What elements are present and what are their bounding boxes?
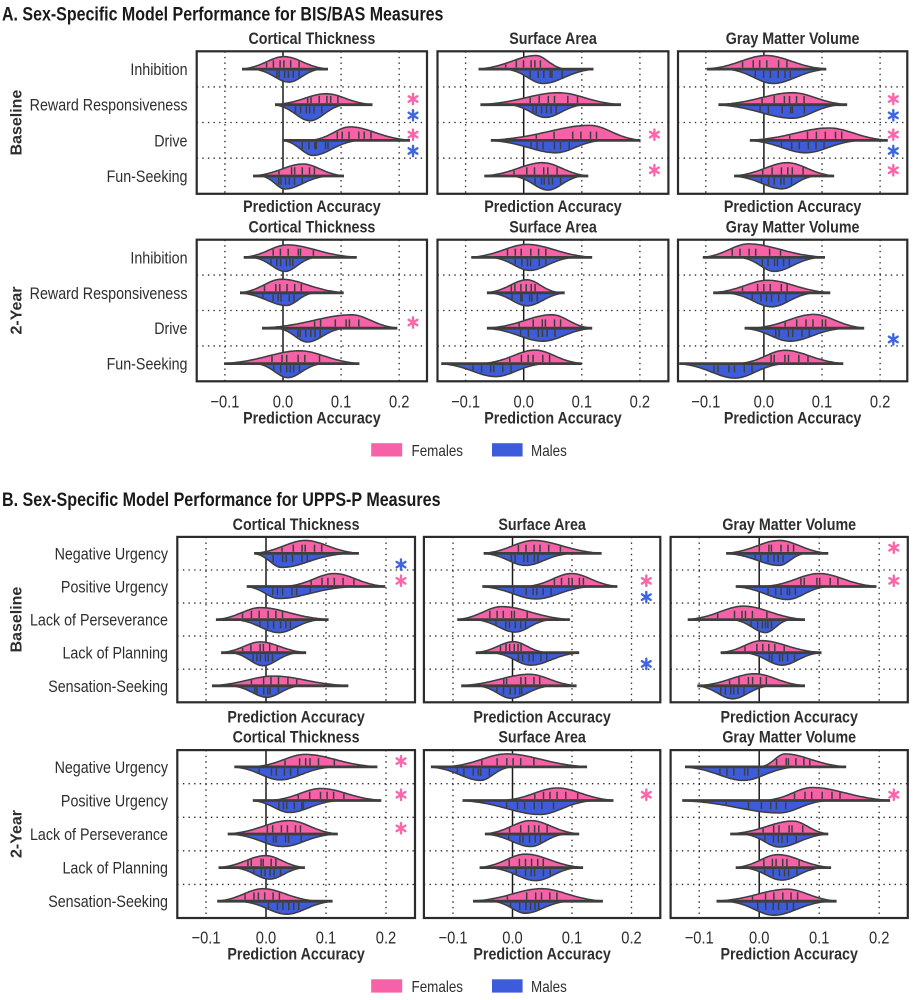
svg-text:Males: Males [531, 979, 567, 996]
svg-text:Lack of Perseverance: Lack of Perseverance [30, 612, 168, 630]
svg-text:Prediction Accuracy: Prediction Accuracy [724, 409, 862, 427]
svg-text:Females: Females [412, 443, 464, 460]
svg-text:0.0: 0.0 [502, 928, 522, 947]
svg-text:0.2: 0.2 [870, 392, 890, 411]
svg-text:Prediction Accuracy: Prediction Accuracy [720, 945, 858, 963]
svg-text:Prediction Accuracy: Prediction Accuracy [227, 945, 365, 963]
svg-text:0.1: 0.1 [331, 392, 351, 411]
svg-text:0.1: 0.1 [562, 928, 582, 947]
svg-text:Fun-Seeking: Fun-Seeking [107, 356, 188, 374]
svg-text:0.0: 0.0 [754, 392, 774, 411]
svg-text:Fun-Seeking: Fun-Seeking [107, 168, 188, 186]
svg-text:Reward Responsiveness: Reward Responsiveness [30, 97, 188, 115]
svg-text:Surface Area: Surface Area [509, 218, 597, 236]
svg-text:0.1: 0.1 [809, 928, 829, 947]
svg-text:Baseline: Baseline [9, 90, 26, 156]
svg-text:Inhibition: Inhibition [130, 61, 187, 79]
svg-text:0.1: 0.1 [812, 392, 832, 411]
svg-text:0.2: 0.2 [376, 928, 396, 947]
svg-text:2-Year: 2-Year [9, 810, 26, 858]
svg-text:Prediction Accuracy: Prediction Accuracy [243, 409, 381, 427]
svg-text:Lack of Planning: Lack of Planning [62, 645, 168, 663]
svg-text:Negative Urgency: Negative Urgency [55, 759, 169, 777]
svg-text:Cortical Thickness: Cortical Thickness [233, 516, 360, 534]
svg-text:−0.1: −0.1 [685, 928, 714, 947]
svg-text:Surface Area: Surface Area [498, 516, 586, 534]
svg-text:Cortical Thickness: Cortical Thickness [248, 30, 375, 48]
svg-text:−0.1: −0.1 [191, 928, 220, 947]
svg-text:Drive: Drive [154, 320, 188, 338]
svg-text:Prediction Accuracy: Prediction Accuracy [473, 945, 611, 963]
svg-text:Positive Urgency: Positive Urgency [61, 578, 168, 596]
svg-text:Drive: Drive [154, 132, 188, 150]
svg-text:Prediction Accuracy: Prediction Accuracy [484, 198, 622, 216]
svg-text:−0.1: −0.1 [210, 392, 239, 411]
svg-text:0.0: 0.0 [513, 392, 533, 411]
svg-text:B. Sex-Specific Model Performa: B. Sex-Specific Model Performance for UP… [2, 489, 441, 511]
svg-text:Prediction Accuracy: Prediction Accuracy [484, 409, 622, 427]
svg-text:Males: Males [531, 443, 567, 460]
svg-text:Prediction Accuracy: Prediction Accuracy [227, 708, 365, 726]
svg-text:Cortical Thickness: Cortical Thickness [233, 729, 360, 747]
svg-text:Sensation-Seeking: Sensation-Seeking [48, 678, 168, 696]
svg-text:Inhibition: Inhibition [130, 249, 187, 267]
svg-text:Gray Matter Volume: Gray Matter Volume [722, 729, 856, 747]
svg-text:Prediction Accuracy: Prediction Accuracy [243, 198, 381, 216]
svg-text:0.1: 0.1 [316, 928, 336, 947]
svg-text:−0.1: −0.1 [438, 928, 467, 947]
svg-text:Prediction Accuracy: Prediction Accuracy [473, 708, 611, 726]
svg-text:Prediction Accuracy: Prediction Accuracy [720, 708, 858, 726]
svg-text:0.2: 0.2 [869, 928, 889, 947]
svg-text:Cortical Thickness: Cortical Thickness [248, 218, 375, 236]
svg-text:−0.1: −0.1 [451, 392, 480, 411]
svg-text:Gray Matter Volume: Gray Matter Volume [722, 516, 856, 534]
svg-text:0.0: 0.0 [749, 928, 769, 947]
svg-text:0.0: 0.0 [273, 392, 293, 411]
svg-text:2-Year: 2-Year [9, 286, 26, 334]
svg-text:Prediction Accuracy: Prediction Accuracy [724, 198, 862, 216]
svg-text:−0.1: −0.1 [691, 392, 720, 411]
svg-text:Gray Matter Volume: Gray Matter Volume [726, 218, 860, 236]
svg-text:A. Sex-Specific Model Performa: A. Sex-Specific Model Performance for BI… [2, 3, 444, 25]
svg-text:Positive Urgency: Positive Urgency [61, 792, 168, 810]
svg-text:Lack of Perseverance: Lack of Perseverance [30, 826, 168, 844]
svg-text:Gray Matter Volume: Gray Matter Volume [726, 30, 860, 48]
svg-text:Surface Area: Surface Area [498, 729, 586, 747]
svg-text:0.2: 0.2 [621, 928, 641, 947]
svg-text:Lack of Planning: Lack of Planning [62, 860, 168, 878]
svg-text:Reward Responsiveness: Reward Responsiveness [30, 285, 188, 303]
svg-text:0.2: 0.2 [630, 392, 650, 411]
svg-text:0.2: 0.2 [389, 392, 409, 411]
svg-text:0.1: 0.1 [572, 392, 592, 411]
svg-text:Sensation-Seeking: Sensation-Seeking [48, 893, 168, 911]
svg-text:Negative Urgency: Negative Urgency [55, 545, 169, 563]
svg-text:Females: Females [412, 979, 464, 996]
svg-text:0.0: 0.0 [256, 928, 276, 947]
svg-text:Surface Area: Surface Area [509, 30, 597, 48]
svg-text:Baseline: Baseline [9, 587, 26, 653]
